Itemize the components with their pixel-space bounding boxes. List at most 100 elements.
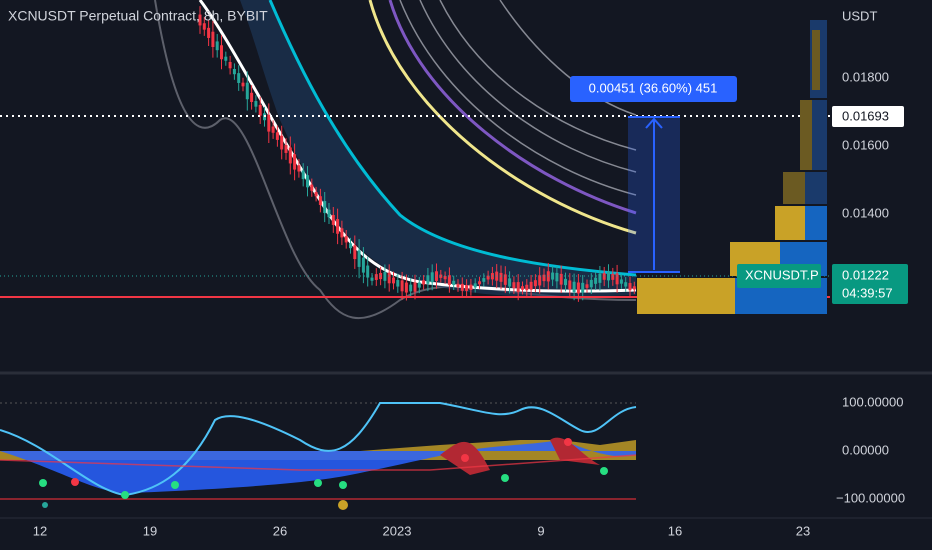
- candle: [314, 192, 318, 197]
- dot: [71, 478, 79, 486]
- arc: [439, 0, 637, 151]
- candle: [585, 284, 589, 288]
- candle: [443, 276, 447, 280]
- time-label: 9: [537, 523, 544, 538]
- candle: [224, 56, 228, 61]
- time-label: 26: [273, 523, 287, 538]
- vp-bar: [637, 278, 735, 314]
- candle: [310, 184, 314, 191]
- candle: [220, 45, 223, 60]
- candle: [409, 284, 413, 292]
- vp-bar: [783, 172, 805, 204]
- dot: [339, 481, 347, 489]
- ind-label: 0.00000: [842, 442, 889, 457]
- candle: [211, 31, 215, 48]
- candle: [482, 278, 486, 282]
- candle: [598, 273, 602, 283]
- candle: [465, 285, 469, 291]
- candle: [202, 23, 206, 30]
- dot: [461, 454, 469, 462]
- crosshair-price: 0.01693: [842, 108, 889, 123]
- candle: [430, 272, 434, 283]
- price-label: 0.01400: [842, 205, 889, 220]
- time-label: 12: [33, 523, 47, 538]
- crosshair-box: [832, 106, 904, 127]
- candle: [456, 283, 460, 288]
- candle: [499, 272, 503, 282]
- candle: [215, 41, 219, 51]
- time-label: 16: [668, 523, 682, 538]
- candle: [525, 284, 529, 291]
- candle: [297, 165, 301, 172]
- candle: [529, 281, 533, 290]
- candle: [447, 275, 451, 285]
- last-price: 0.01222: [842, 267, 889, 282]
- arrow-head: [645, 117, 663, 129]
- candle: [533, 280, 537, 287]
- cyan-line: [268, 0, 637, 277]
- candle: [254, 101, 258, 107]
- candle: [198, 14, 202, 26]
- candle: [568, 280, 572, 290]
- price-label: 0.01600: [842, 137, 889, 152]
- arc: [499, 0, 637, 116]
- candle: [284, 145, 288, 153]
- title: XCNUSDT Perpetual Contract, 8h, BYBIT: [8, 8, 268, 24]
- symbol-label: XCNUSDT.P: [745, 267, 819, 282]
- candle: [237, 73, 241, 83]
- candle: [275, 132, 279, 140]
- candle: [280, 135, 284, 150]
- candle: [318, 196, 322, 205]
- measure-box: [570, 76, 737, 102]
- candle: [426, 275, 430, 284]
- candle: [336, 219, 340, 234]
- candle: [340, 228, 344, 238]
- vp-bar: [775, 206, 805, 240]
- arc: [419, 0, 637, 173]
- time-label: 23: [796, 523, 810, 538]
- candle: [323, 201, 327, 214]
- white-line: [198, 0, 637, 293]
- dot: [314, 479, 322, 487]
- candle: [228, 62, 232, 69]
- last-price-box: [832, 264, 908, 304]
- candle: [503, 274, 507, 285]
- candle: [241, 82, 245, 87]
- candle: [478, 281, 481, 285]
- ind-label: −100.00000: [836, 490, 905, 505]
- time-label: 19: [143, 523, 157, 538]
- candle: [473, 283, 477, 288]
- candle: [555, 272, 559, 282]
- dot: [338, 500, 348, 510]
- candle: [413, 282, 417, 292]
- dot: [501, 474, 509, 482]
- candle: [357, 250, 361, 267]
- time-label: 2023: [383, 523, 412, 538]
- candle: [353, 245, 357, 260]
- candle: [486, 275, 490, 280]
- purple-line: [388, 0, 637, 215]
- candle: [232, 68, 236, 75]
- candle: [271, 126, 275, 133]
- dot: [600, 467, 608, 475]
- ind-blue: [0, 440, 636, 494]
- candle: [615, 273, 619, 285]
- candle: [396, 280, 400, 287]
- candle: [564, 278, 567, 286]
- candle: [469, 284, 473, 290]
- candle: [288, 147, 292, 164]
- candle: [207, 27, 211, 38]
- candle: [576, 282, 580, 294]
- candle: [250, 92, 254, 103]
- candle: [417, 282, 421, 288]
- symbol-box: [737, 264, 821, 288]
- vp-bar: [812, 30, 820, 90]
- candle: [331, 214, 335, 225]
- candle: [327, 209, 331, 218]
- candle: [508, 278, 512, 287]
- candle: [374, 274, 378, 280]
- candles: [198, 6, 636, 302]
- candle: [628, 283, 632, 291]
